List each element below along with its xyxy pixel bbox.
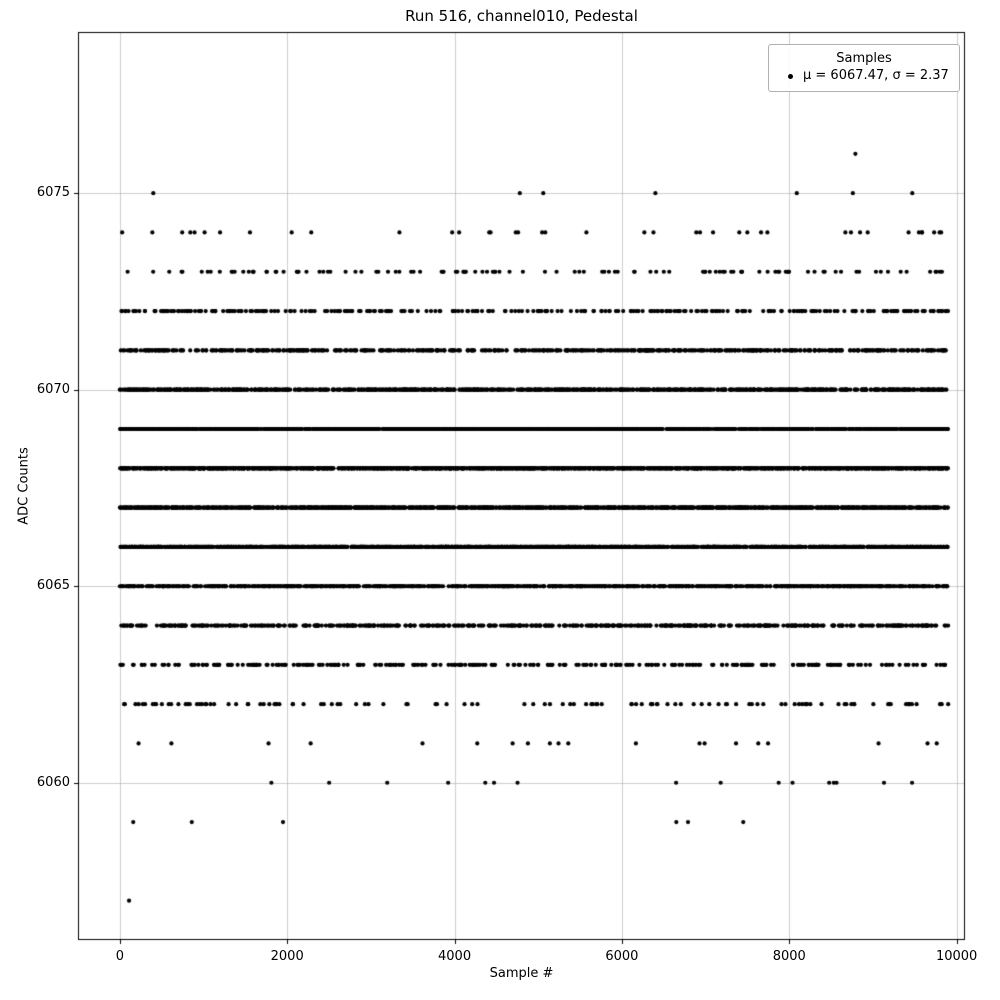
y-tick-label: 6075	[36, 185, 70, 201]
legend: Samples μ = 6067.47, σ = 2.37	[768, 44, 960, 92]
legend-entry: μ = 6067.47, σ = 2.37	[779, 67, 949, 85]
y-tick-label: 6065	[36, 578, 70, 594]
x-tick-label: 8000	[772, 949, 806, 964]
x-tick-label: 2000	[270, 949, 304, 964]
y-axis-label: ADC Counts	[16, 447, 32, 525]
x-axis-label: Sample #	[489, 966, 554, 981]
legend-stats-label: μ = 6067.47, σ = 2.37	[803, 68, 949, 83]
x-tick-label: 10000	[935, 949, 978, 964]
x-tick-label: 6000	[605, 949, 639, 964]
chart-title: Run 516, channel010, Pedestal	[405, 7, 638, 25]
x-tick-label: 4000	[438, 949, 472, 964]
y-tick-label: 6070	[36, 381, 70, 397]
x-tick-label: 0	[115, 949, 124, 964]
sample-marker-icon	[788, 73, 793, 79]
legend-title: Samples	[836, 51, 892, 66]
y-tick-label: 6060	[36, 774, 70, 790]
